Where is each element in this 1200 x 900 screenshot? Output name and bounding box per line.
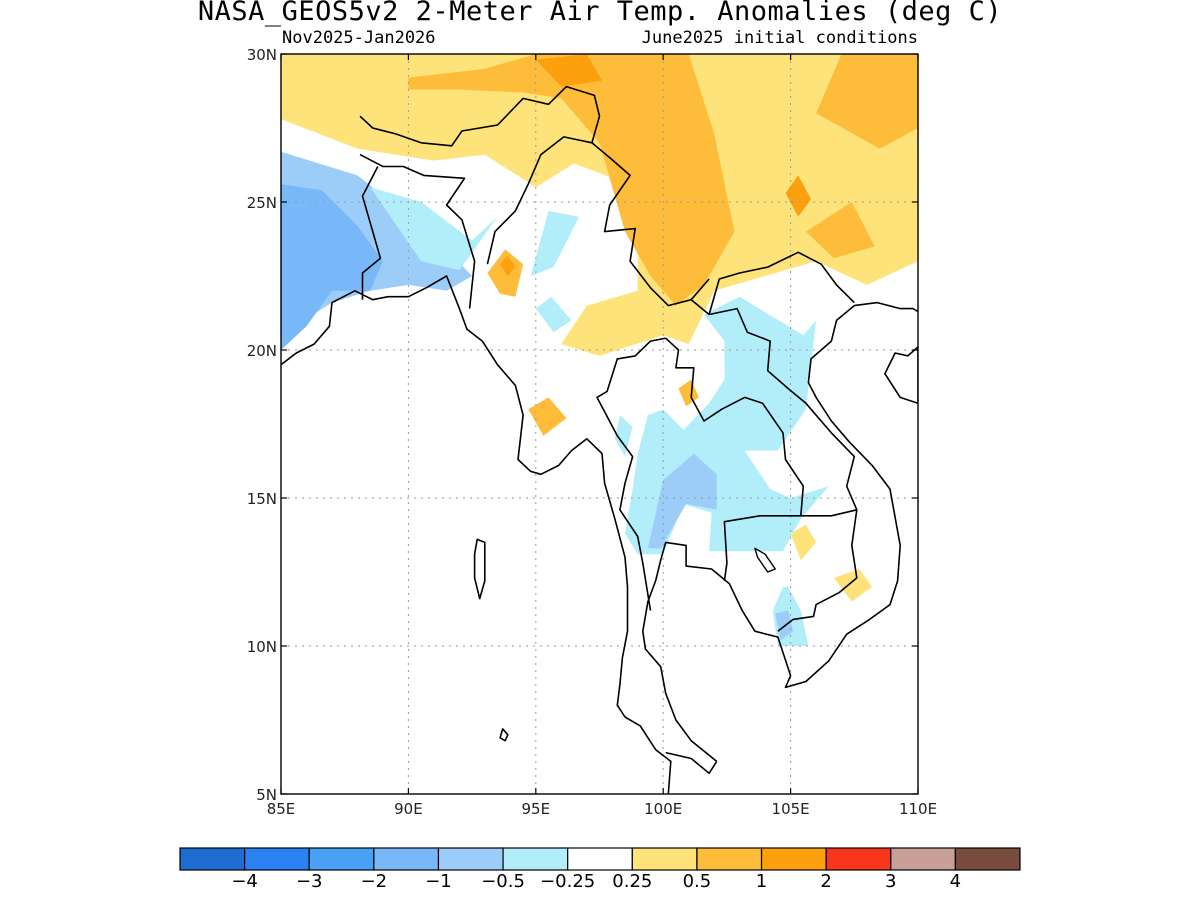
anomaly-region-9	[500, 255, 516, 276]
colorbar-swatch-1	[244, 847, 310, 871]
anomaly-region-8	[785, 175, 811, 217]
anomaly-region-11	[281, 184, 383, 350]
x-tick-label-3: 100E	[644, 800, 682, 818]
colorbar-label-9: 2	[820, 871, 831, 892]
y-tick-label-0: 5N	[256, 786, 277, 804]
anomaly-region-16	[614, 415, 633, 457]
colorbar-label-4: −0.5	[481, 871, 525, 892]
colorbar-swatch-11	[890, 847, 956, 871]
colorbar-swatch-0	[179, 847, 246, 871]
colorbar-swatch-4	[437, 847, 504, 871]
country-border-6	[596, 337, 666, 611]
anomaly-region-2	[816, 54, 918, 149]
colorbar-label-6: 0.25	[612, 871, 652, 892]
colorbar-swatch-10	[825, 847, 892, 871]
x-tick-label-2: 95E	[522, 800, 551, 818]
anomaly-region-12	[370, 187, 498, 271]
gridlines	[281, 54, 918, 794]
colorbar-swatch-8	[696, 847, 763, 871]
country-border-0	[359, 85, 601, 147]
y-tick-label-1: 10N	[247, 638, 277, 656]
country-border-2	[361, 166, 382, 300]
anomaly-region-18	[647, 453, 717, 549]
country-border-4	[591, 142, 710, 316]
coastline-1	[641, 301, 918, 763]
colorbar-label-11: 4	[950, 871, 961, 892]
country-border-8	[690, 278, 710, 301]
x-tick-label-4: 105E	[772, 800, 810, 818]
anomaly-region-0	[281, 54, 918, 356]
country-border-10	[777, 509, 858, 632]
lake-0	[754, 547, 776, 573]
coastline-2	[473, 538, 486, 600]
anomaly-region-4	[487, 249, 524, 297]
forecast-period: Nov2025-Jan2026	[282, 28, 436, 48]
colorbar-label-7: 0.5	[683, 871, 712, 892]
colorbar-swatch-3	[373, 847, 440, 871]
colorbar-label-1: −3	[296, 871, 323, 892]
y-tick-label-2: 15N	[247, 490, 277, 508]
anomaly-region-13	[530, 210, 580, 276]
colorbar-label-8: 1	[756, 871, 767, 892]
country-border-5	[708, 251, 855, 315]
anomaly-region-21	[833, 569, 873, 602]
colorbar-swatch-2	[308, 847, 375, 871]
map-title: NASA_GEOS5v2 2-Meter Air Temp. Anomalies…	[197, 0, 1003, 27]
coastline-3	[499, 728, 509, 742]
x-tick-label-0: 85E	[267, 800, 296, 818]
anomaly-region-3	[805, 202, 875, 259]
anomaly-region-5	[528, 397, 567, 436]
anomaly-region-20	[790, 524, 817, 561]
anomaly-field	[281, 54, 918, 646]
colorbar-swatch-7	[631, 847, 698, 871]
y-tick-label-3: 20N	[247, 342, 277, 360]
initial-conditions: June2025 initial conditions	[641, 28, 918, 48]
coastline-0	[281, 275, 672, 794]
country-border-1	[359, 153, 476, 309]
coastlines-and-borders	[281, 85, 918, 794]
colorbar-label-10: 3	[885, 871, 896, 892]
colorbar-label-2: −2	[361, 871, 388, 892]
country-border-3	[486, 136, 593, 265]
colorbar-swatch-5	[502, 847, 569, 871]
colorbar: −4 −3 −2 −1 −0.5 −0.25 0.25 0.5 1 2 3 4	[179, 847, 1021, 892]
country-border-7	[665, 337, 805, 582]
y-tick-label-5: 30N	[247, 46, 277, 64]
y-tick-label-4: 25N	[247, 194, 277, 212]
country-border-11	[665, 751, 718, 775]
colorbar-label-0: −4	[231, 871, 258, 892]
anomaly-region-1	[408, 54, 735, 306]
colorbar-swatch-6	[567, 847, 633, 871]
x-tick-label-5: 110E	[899, 800, 937, 818]
colorbar-swatch-9	[760, 847, 827, 871]
x-tick-label-1: 90E	[394, 800, 423, 818]
colorbar-swatch-12	[954, 847, 1021, 871]
plot-frame	[280, 53, 919, 795]
anomaly-region-7	[535, 54, 602, 87]
coastline-4	[884, 346, 918, 405]
colorbar-label-5: −0.25	[540, 871, 595, 892]
colorbar-label-3: −1	[425, 871, 452, 892]
anomaly-region-6	[678, 379, 699, 407]
axis-ticks: 85E 90E 95E 100E 105E 110E 5N 10N 15N 20N 25N 30N	[247, 46, 937, 818]
anomaly-region-14	[535, 296, 572, 333]
